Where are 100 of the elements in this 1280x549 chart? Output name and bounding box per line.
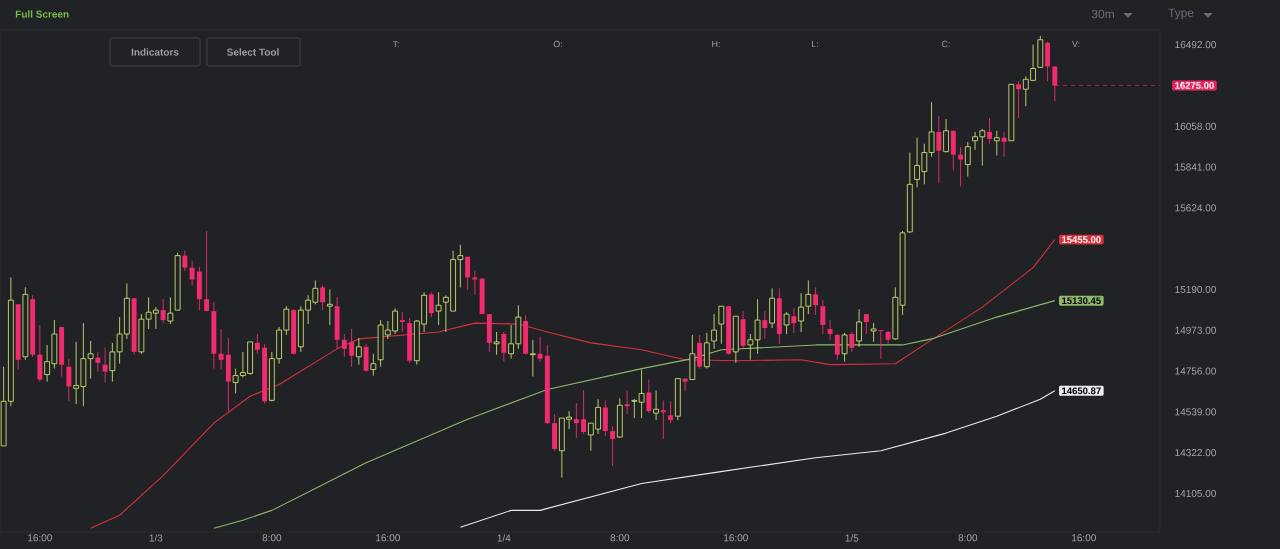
candlestick (783, 311, 790, 335)
candlestick (95, 351, 101, 373)
candlestick (218, 328, 224, 370)
candlestick (87, 340, 94, 380)
candlestick (428, 291, 434, 318)
candlestick (711, 313, 717, 350)
x-tick-label: 16:00 (28, 534, 52, 542)
text: Type (1168, 8, 1194, 20)
candlestick (813, 286, 819, 316)
data-label: 15455.00 (1062, 236, 1101, 243)
candlestick (646, 379, 652, 414)
candlestick (326, 289, 333, 326)
y-tick-label: 14539.00 (1175, 408, 1216, 416)
annotation: T: (392, 40, 399, 48)
x-tick-label: 16:00 (376, 534, 400, 542)
candlestick (958, 146, 964, 187)
y-tick-label: 14756.00 (1175, 367, 1216, 375)
x-tick-label: 8:00 (958, 534, 978, 542)
candlestick (964, 141, 971, 177)
candlestick (320, 284, 326, 311)
annotation: Select Tool (226, 48, 279, 56)
candlestick (349, 328, 355, 368)
candlestick (697, 334, 703, 370)
y-tick-label: 14105.00 (1175, 489, 1216, 497)
candlestick (856, 308, 862, 348)
ref-line-label: 16275.00 (1175, 82, 1214, 89)
candlestick (1045, 41, 1051, 82)
annotation: Indicators (131, 48, 179, 56)
y-tick-label: 15624.00 (1175, 204, 1216, 212)
annotation: L: (811, 40, 818, 48)
candlestick (1016, 80, 1022, 119)
candlestick (204, 230, 210, 312)
candlestick (610, 425, 616, 467)
data-label: 15130.45 (1062, 297, 1101, 305)
candlestick (624, 389, 630, 415)
candlestick (993, 130, 1000, 157)
x-tick-label: 1/4 (497, 534, 511, 542)
candlestick (182, 250, 188, 272)
candlestick (827, 319, 833, 341)
y-tick-label: 16492.00 (1175, 41, 1216, 49)
candlestick (399, 311, 405, 333)
candlestick (493, 331, 500, 356)
candlestick (363, 343, 369, 373)
candlestick (950, 130, 956, 171)
y-tick-label: 15190.00 (1175, 285, 1216, 293)
candlestick (943, 118, 949, 154)
candlestick (254, 333, 260, 355)
candlestick (355, 337, 362, 366)
x-tick-label: 16:00 (1072, 534, 1096, 542)
candlestick (834, 333, 840, 361)
x-tick-label: 16:00 (724, 534, 748, 542)
candlestick (936, 115, 942, 184)
candlestick (370, 353, 377, 377)
candlestick (987, 117, 993, 145)
annotation: H: (712, 40, 720, 48)
candlestick (791, 307, 797, 334)
candlestick (160, 298, 166, 324)
candlestick (718, 305, 725, 345)
annotation: C: (941, 40, 950, 48)
candlestick (537, 336, 543, 363)
candlestick (167, 296, 174, 325)
candlestick (849, 331, 855, 353)
candlestick (66, 358, 72, 402)
y-tick-label: 14973.00 (1175, 326, 1216, 334)
y-tick-label: 14322.00 (1175, 449, 1216, 457)
candlestick (863, 313, 869, 335)
x-tick-label: 1/3 (149, 534, 163, 542)
x-tick-label: 8:00 (262, 534, 282, 542)
candlestick (529, 339, 536, 377)
candlestick (703, 332, 710, 370)
candlestick (573, 402, 579, 439)
candlestick (841, 332, 848, 363)
candlestick (102, 347, 108, 383)
x-tick-label: 1/5 (845, 534, 859, 542)
candlestick (660, 399, 666, 440)
candlestick (435, 291, 442, 326)
candlestick (682, 378, 688, 392)
candlestick (762, 310, 768, 340)
candlestick (870, 322, 877, 343)
annotation: V: (1071, 40, 1080, 48)
candlestick (109, 342, 116, 383)
x-tick-label: 8:00 (610, 534, 630, 542)
y-tick-label: 16058.00 (1175, 122, 1216, 130)
candlestick (1052, 66, 1058, 102)
y-tick-label: 15841.00 (1175, 163, 1216, 171)
text: Full Screen (15, 10, 69, 18)
candlestick (472, 270, 478, 296)
candlestick (668, 400, 674, 424)
candlestick (653, 389, 659, 421)
candlestick (581, 389, 587, 435)
candlestick (820, 299, 826, 335)
candlestick (878, 329, 884, 360)
text: 30m (1091, 9, 1114, 19)
candlestick (341, 333, 347, 358)
candlestick (1001, 131, 1007, 158)
candlestick (189, 260, 195, 286)
candlestick (501, 331, 507, 363)
annotation: O: (553, 40, 562, 48)
candlestick (465, 256, 471, 290)
candlestick (602, 399, 608, 437)
